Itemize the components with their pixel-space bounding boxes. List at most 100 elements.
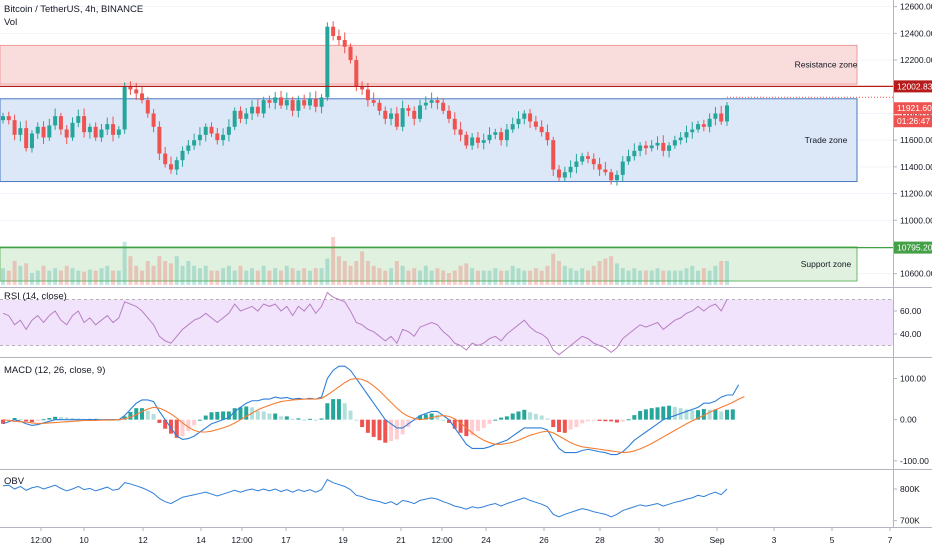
- volume-bar: [568, 268, 573, 285]
- macd-histogram-bar: [562, 419, 567, 433]
- macd-tick-label: -100.00: [900, 456, 929, 466]
- price-tick-label: 11000.00: [900, 215, 932, 225]
- volume-bar: [597, 261, 602, 285]
- macd-histogram-bar: [528, 412, 533, 420]
- volume-bar: [499, 270, 504, 285]
- macd-histogram-bar: [284, 416, 289, 420]
- candle-body: [435, 100, 440, 103]
- macd-histogram-bar: [649, 408, 654, 420]
- macd-histogram-bar: [145, 410, 150, 420]
- volume-bar: [626, 270, 631, 285]
- macd-histogram-bar: [261, 411, 266, 420]
- candle-body: [551, 140, 556, 170]
- volume-bar: [418, 270, 423, 285]
- obv-title: OBV: [4, 476, 25, 487]
- volume-bar: [475, 270, 480, 285]
- macd-histogram-bar: [41, 419, 46, 421]
- volume-bar: [290, 268, 295, 285]
- candle-body: [377, 102, 382, 111]
- support-zone: [0, 246, 858, 282]
- candle-body: [64, 129, 69, 138]
- price-tick-label: 11600.00: [900, 135, 932, 145]
- macd-histogram-bar: [296, 418, 301, 420]
- volume-bar: [516, 268, 521, 285]
- macd-histogram-bar: [661, 406, 666, 420]
- macd-histogram-bar: [701, 408, 706, 420]
- candle-body: [406, 108, 411, 111]
- candle-body: [510, 124, 515, 130]
- time-tick-label: 24: [481, 535, 491, 545]
- volume-bar: [128, 256, 133, 285]
- rsi-tick-label: 40.00: [900, 329, 922, 339]
- candle-body: [452, 118, 457, 130]
- candle-body: [533, 121, 538, 127]
- volume-bar: [203, 265, 208, 285]
- candle-body: [47, 125, 52, 138]
- volume-bar: [389, 268, 394, 285]
- volume-bar: [53, 268, 58, 285]
- macd-histogram-bar: [383, 419, 388, 443]
- macd-histogram-bar: [24, 419, 29, 422]
- support-zone-label: Support zone: [801, 259, 852, 269]
- volume-bar: [539, 270, 544, 285]
- candle-body: [481, 140, 486, 143]
- trade-zone: [0, 98, 858, 183]
- candle-body: [203, 126, 208, 135]
- macd-histogram-bar: [643, 409, 648, 420]
- volume-bar: [377, 268, 382, 285]
- candle-body: [661, 142, 666, 151]
- macd-histogram-bar: [168, 419, 173, 434]
- macd-histogram-bar: [128, 411, 133, 420]
- volume-bar: [725, 261, 729, 285]
- rsi-title: RSI (14, close): [4, 291, 67, 302]
- volume-bar: [504, 270, 509, 285]
- macd-histogram-bar: [331, 399, 336, 420]
- macd-histogram-bar: [290, 418, 295, 420]
- price-tick-label: 10600.00: [900, 269, 932, 279]
- macd-histogram-bar: [719, 411, 724, 420]
- macd-histogram-bar: [336, 399, 341, 420]
- macd-histogram-bar: [499, 417, 504, 420]
- macd-histogram-bar: [684, 409, 689, 420]
- obv-tick-label: 700K: [900, 516, 920, 526]
- macd-histogram-bar: [53, 416, 58, 420]
- volume-bar: [719, 261, 724, 285]
- volume-bar: [383, 270, 388, 285]
- volume-bar: [412, 268, 417, 285]
- volume-bar: [690, 265, 695, 285]
- volume-bar: [522, 270, 527, 285]
- macd-histogram-bar: [307, 418, 312, 420]
- candle-body: [284, 100, 289, 106]
- volume-bar: [336, 256, 341, 285]
- macd-histogram-bar: [180, 419, 185, 437]
- candle-body: [400, 108, 405, 127]
- candle-body: [82, 116, 87, 133]
- time-tick-label: 12:00: [30, 535, 52, 545]
- macd-histogram-bar: [690, 410, 695, 420]
- candle-body: [464, 134, 469, 146]
- macd-histogram-bar: [134, 408, 139, 420]
- candle-body: [394, 113, 399, 127]
- time-tick-label: 14: [196, 535, 206, 545]
- volume-bar: [105, 265, 110, 285]
- obv-line: [2, 478, 728, 518]
- macd-histogram-bar: [672, 406, 677, 420]
- candle-body: [678, 137, 683, 141]
- candle-body: [591, 158, 596, 165]
- candle-body: [180, 150, 185, 161]
- volume-bar: [29, 273, 34, 285]
- candle-body: [186, 145, 191, 151]
- volume-bar: [261, 265, 266, 285]
- macd-histogram-bar: [574, 419, 579, 428]
- macd-histogram-bar: [319, 418, 324, 420]
- macd-histogram-bar: [186, 419, 191, 432]
- macd-histogram-bar: [348, 410, 353, 420]
- candle-body: [383, 110, 388, 119]
- candle-body: [360, 86, 365, 90]
- macd-histogram-bar: [1, 419, 5, 424]
- candle-body: [429, 100, 434, 103]
- macd-histogram-bar: [18, 419, 23, 421]
- candle-body: [134, 89, 139, 94]
- candle-body: [672, 140, 677, 146]
